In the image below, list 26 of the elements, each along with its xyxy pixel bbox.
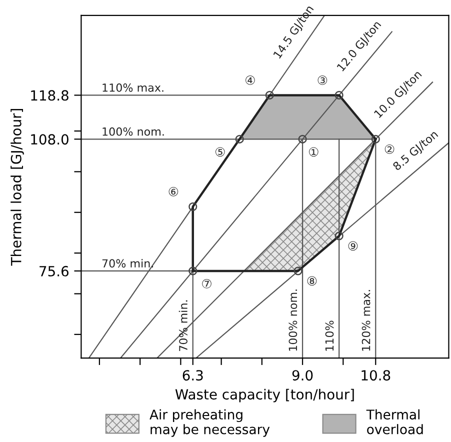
annotation: ⑤ (215, 147, 225, 157)
x-tick-label: 6.3 (182, 370, 203, 381)
annotation: ⑦ (202, 279, 212, 288)
series-label: 70% min. (102, 258, 153, 268)
text: 120% max. (362, 290, 370, 351)
x-axis-title: Waste capacity [ton/hour] (175, 388, 354, 402)
annotation: ⑥ (168, 187, 178, 196)
annotation: ② (384, 144, 394, 154)
y-tick-label: 75.6 (40, 266, 68, 276)
legend-label: Air preheating may be necessary (150, 409, 270, 437)
y-tick-label: 118.8 (31, 90, 68, 101)
x-tick-label: 9.0 (292, 370, 313, 381)
annotation: ③ (318, 76, 328, 85)
y-axis-title: Thermal load [GJ/hour] (10, 108, 24, 266)
text: 110% (325, 320, 334, 351)
text: 100% nom. (288, 290, 298, 351)
annotation: ④ (246, 76, 255, 85)
annotation: ⑧ (307, 276, 317, 286)
annotation: ⑨ (348, 241, 358, 251)
x-tick-label: 10.8 (362, 370, 390, 381)
y-tick-label: 108.0 (31, 134, 68, 145)
annotation: ① (308, 147, 318, 157)
series-label: 110% max. (102, 83, 164, 92)
series-label: 100% nom. (102, 127, 164, 136)
legend-label: Thermal overload (366, 409, 423, 434)
text: 70% min. (178, 300, 188, 352)
